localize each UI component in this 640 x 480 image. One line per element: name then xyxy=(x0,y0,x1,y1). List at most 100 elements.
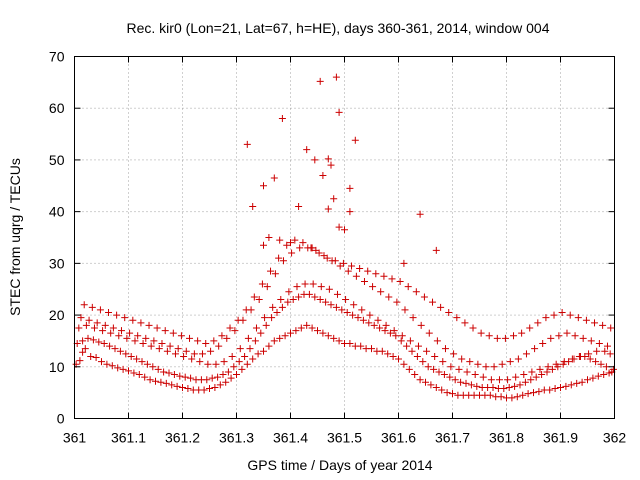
data-point xyxy=(244,334,252,342)
data-point xyxy=(560,358,568,366)
data-point xyxy=(439,358,447,366)
data-point xyxy=(411,371,419,379)
data-point xyxy=(142,334,150,342)
data-point xyxy=(414,342,422,350)
data-point xyxy=(176,372,184,380)
data-point xyxy=(155,345,163,353)
data-point xyxy=(332,303,340,311)
data-point xyxy=(587,337,595,345)
data-point xyxy=(242,306,250,314)
data-point xyxy=(108,362,116,370)
data-point xyxy=(567,381,575,389)
data-point xyxy=(133,355,141,363)
data-point xyxy=(226,324,234,332)
data-point xyxy=(130,369,138,377)
data-point xyxy=(146,376,154,384)
data-point xyxy=(335,108,343,116)
data-point xyxy=(107,329,115,337)
axis-ticks: 361 361.1 361.2 361.3 361.4 361.5 361.6 361.7 36… xyxy=(49,49,626,446)
data-point xyxy=(323,254,331,262)
data-point xyxy=(303,146,311,154)
data-point xyxy=(582,316,590,324)
data-point xyxy=(278,115,286,123)
data-point xyxy=(348,262,356,270)
data-point xyxy=(512,373,520,381)
data-point xyxy=(211,383,219,391)
data-point xyxy=(292,327,300,335)
data-point xyxy=(230,363,238,371)
data-point xyxy=(171,350,179,358)
data-point xyxy=(114,364,122,372)
data-point xyxy=(218,332,226,340)
data-point xyxy=(87,352,95,360)
data-point xyxy=(518,329,526,337)
x-tick-label: 361.5 xyxy=(327,430,362,446)
data-point xyxy=(113,311,121,319)
data-point xyxy=(303,321,311,329)
data-point xyxy=(485,332,493,340)
data-point xyxy=(79,337,87,345)
data-point xyxy=(123,334,131,342)
data-point xyxy=(398,332,406,340)
data-point xyxy=(291,236,299,244)
data-point xyxy=(241,352,249,360)
data-point xyxy=(166,342,174,350)
data-point xyxy=(316,296,324,304)
data-point xyxy=(96,306,104,314)
data-point xyxy=(453,314,461,322)
data-point xyxy=(511,382,519,390)
data-point xyxy=(473,382,481,390)
data-point xyxy=(536,365,544,373)
data-point xyxy=(568,355,576,363)
data-point xyxy=(317,283,325,291)
x-tick-label: 361.6 xyxy=(381,430,416,446)
data-point xyxy=(119,365,127,373)
data-point xyxy=(170,371,178,379)
data-point xyxy=(76,357,84,365)
data-point xyxy=(152,377,159,385)
data-point xyxy=(314,327,321,335)
data-point xyxy=(196,358,204,366)
data-point xyxy=(187,374,195,382)
data-point xyxy=(528,368,536,376)
data-point xyxy=(179,383,186,391)
data-point xyxy=(466,358,474,366)
data-point xyxy=(260,347,267,355)
data-point xyxy=(168,381,176,389)
data-point xyxy=(417,321,425,329)
data-point xyxy=(139,340,147,348)
data-point xyxy=(392,332,400,340)
data-point xyxy=(287,329,294,337)
data-point xyxy=(352,272,360,280)
data-point xyxy=(519,391,527,399)
data-point xyxy=(126,329,134,337)
data-point xyxy=(393,298,401,306)
data-point xyxy=(157,378,165,386)
data-point xyxy=(344,267,352,275)
data-point xyxy=(101,321,109,329)
data-point xyxy=(255,296,263,304)
x-tick-label: 361.2 xyxy=(165,430,200,446)
data-point xyxy=(589,374,597,382)
data-point xyxy=(338,306,346,314)
data-point xyxy=(82,321,90,329)
data-point xyxy=(295,293,303,301)
data-point xyxy=(546,386,554,394)
data-point xyxy=(311,293,319,301)
data-point xyxy=(416,376,424,384)
data-point xyxy=(252,324,260,332)
data-point xyxy=(339,259,347,267)
data-point xyxy=(246,345,254,353)
data-point xyxy=(350,301,358,309)
data-point xyxy=(413,352,421,360)
data-point xyxy=(563,329,571,337)
data-point xyxy=(486,391,494,399)
data-point xyxy=(332,73,340,81)
data-point xyxy=(364,267,372,275)
y-tick-label: 50 xyxy=(49,152,65,168)
data-point xyxy=(115,332,123,340)
data-point xyxy=(220,358,228,366)
data-point xyxy=(508,394,516,402)
data-point xyxy=(369,283,377,291)
data-point xyxy=(188,355,196,363)
